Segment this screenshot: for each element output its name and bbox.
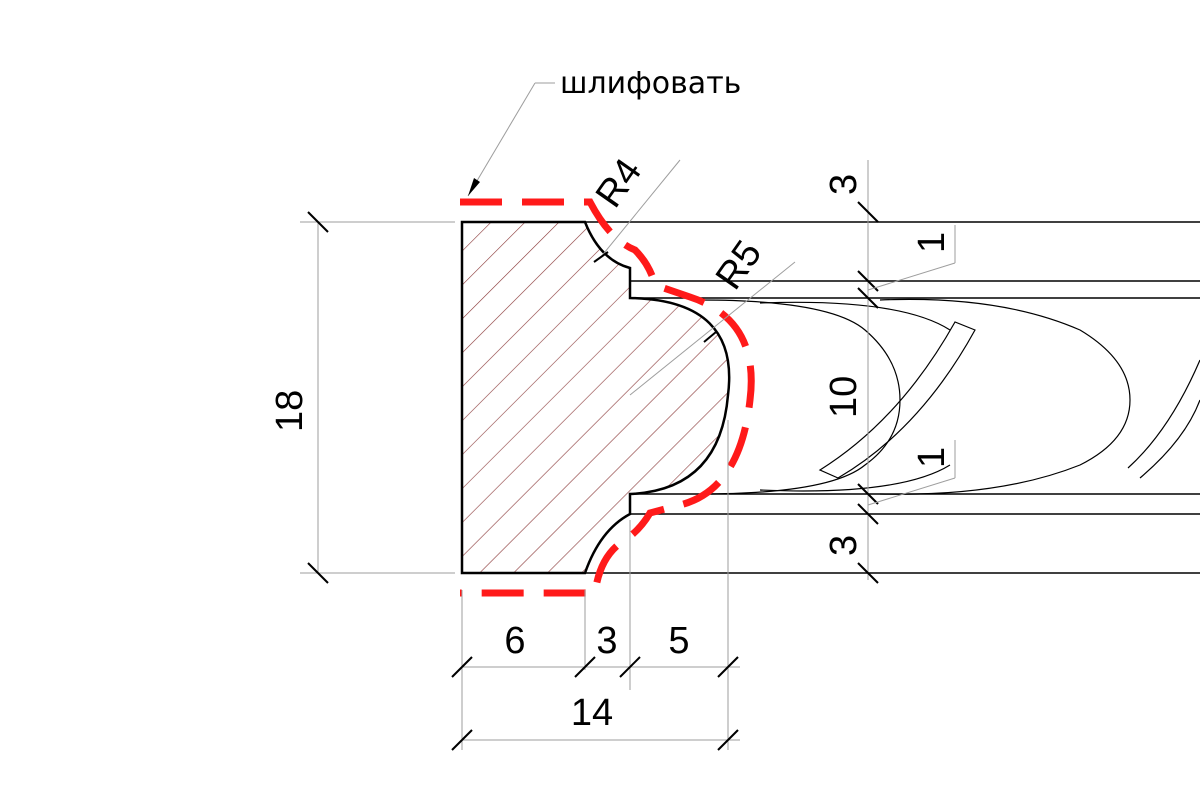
sanding-note: шлифовать [560, 66, 741, 101]
width-5-label: 5 [668, 620, 689, 662]
r4-tick [593, 251, 609, 263]
twisted-baluster [699, 298, 1200, 495]
note-leader [467, 82, 555, 197]
height-label: 18 [269, 390, 311, 432]
r5-tick [703, 331, 717, 343]
r4-leader [599, 159, 681, 259]
middle-10-label: 10 [823, 376, 865, 418]
bottom-3-label: 3 [823, 535, 865, 556]
width-14-label: 14 [571, 692, 613, 734]
top-3-label: 3 [823, 174, 865, 195]
gap-bottom-1-label: 1 [911, 447, 953, 468]
right-dimensions [857, 160, 956, 584]
profile-section [460, 220, 731, 575]
radius-r4-label: R4 [588, 151, 650, 215]
r5-leader [629, 261, 796, 396]
width-6-label: 6 [504, 620, 525, 662]
sanding-line [460, 198, 755, 597]
gap-top-1-label: 1 [911, 232, 953, 253]
height-dimension [300, 211, 455, 584]
width-3-label: 3 [596, 620, 617, 662]
width-dimensions [451, 420, 740, 751]
radius-r5-label: R5 [708, 233, 770, 297]
